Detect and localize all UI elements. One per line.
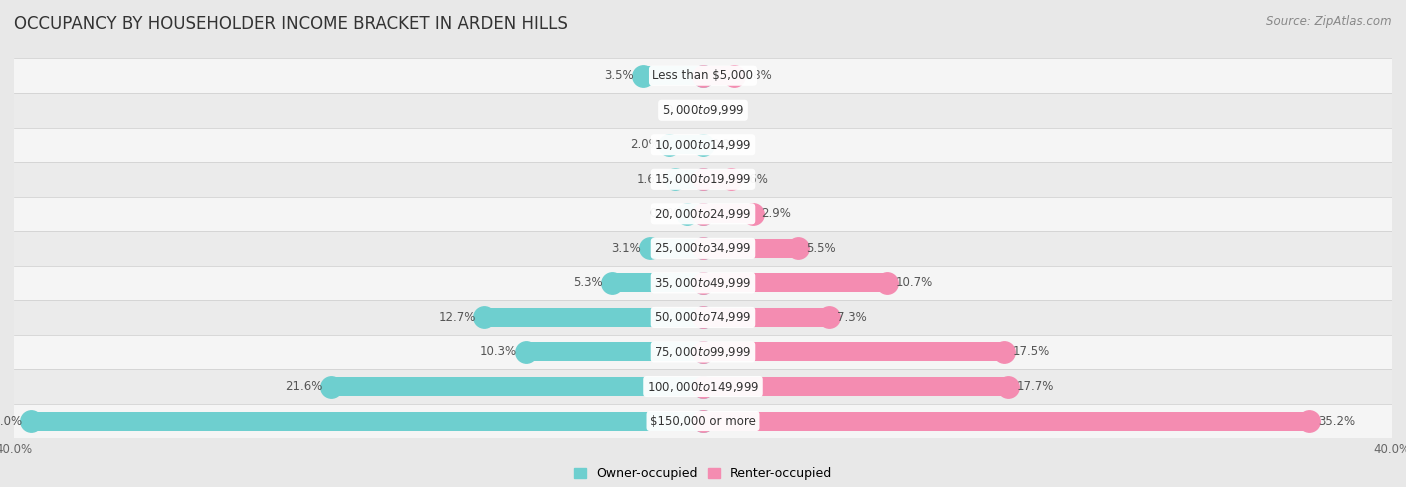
Text: $10,000 to $14,999: $10,000 to $14,999 [654,138,752,152]
Bar [612,273,703,292]
Bar [703,205,754,224]
Text: $25,000 to $34,999: $25,000 to $34,999 [654,242,752,255]
Text: 1.6%: 1.6% [637,173,666,186]
Text: 0.0%: 0.0% [665,104,695,117]
Text: 0.0%: 0.0% [711,138,741,151]
Bar [703,412,1309,431]
Bar [14,369,1392,404]
Text: $75,000 to $99,999: $75,000 to $99,999 [654,345,752,359]
Text: 7.3%: 7.3% [838,311,868,324]
Text: $50,000 to $74,999: $50,000 to $74,999 [654,310,752,324]
Bar [14,128,1392,162]
Bar [484,308,703,327]
Text: 10.3%: 10.3% [479,345,517,358]
Bar [688,205,703,224]
Bar [14,335,1392,369]
Bar [14,265,1392,300]
Text: 0.0%: 0.0% [711,104,741,117]
Bar [643,66,703,85]
Text: 5.3%: 5.3% [574,277,603,289]
Text: $35,000 to $49,999: $35,000 to $49,999 [654,276,752,290]
Text: 3.5%: 3.5% [605,69,634,82]
Bar [675,170,703,189]
Bar [526,342,703,361]
Text: 39.0%: 39.0% [0,414,22,428]
Text: 3.1%: 3.1% [612,242,641,255]
Text: 1.6%: 1.6% [740,173,769,186]
Text: 17.7%: 17.7% [1017,380,1054,393]
Text: OCCUPANCY BY HOUSEHOLDER INCOME BRACKET IN ARDEN HILLS: OCCUPANCY BY HOUSEHOLDER INCOME BRACKET … [14,15,568,33]
Text: $5,000 to $9,999: $5,000 to $9,999 [662,103,744,117]
Text: 5.5%: 5.5% [807,242,837,255]
Bar [703,239,797,258]
Bar [669,135,703,154]
Text: $100,000 to $149,999: $100,000 to $149,999 [647,379,759,393]
Text: 17.5%: 17.5% [1012,345,1050,358]
Text: 2.9%: 2.9% [762,207,792,220]
Bar [14,404,1392,438]
Bar [14,231,1392,265]
Bar [703,308,828,327]
Text: Less than $5,000: Less than $5,000 [652,69,754,82]
Bar [330,377,703,396]
Text: Source: ZipAtlas.com: Source: ZipAtlas.com [1267,15,1392,28]
Text: 21.6%: 21.6% [285,380,322,393]
Legend: Owner-occupied, Renter-occupied: Owner-occupied, Renter-occupied [568,462,838,485]
Text: 1.8%: 1.8% [742,69,772,82]
Bar [14,58,1392,93]
Bar [703,377,1008,396]
Text: 0.9%: 0.9% [650,207,679,220]
Text: 35.2%: 35.2% [1317,414,1355,428]
Bar [14,197,1392,231]
Text: $20,000 to $24,999: $20,000 to $24,999 [654,207,752,221]
Text: 12.7%: 12.7% [439,311,475,324]
Bar [703,170,731,189]
Text: $150,000 or more: $150,000 or more [650,414,756,428]
Bar [14,300,1392,335]
Bar [14,162,1392,197]
Text: $15,000 to $19,999: $15,000 to $19,999 [654,172,752,187]
Bar [703,66,734,85]
Bar [650,239,703,258]
Bar [703,273,887,292]
Text: 10.7%: 10.7% [896,277,934,289]
Bar [14,93,1392,128]
Text: 2.0%: 2.0% [630,138,659,151]
Bar [703,342,1004,361]
Bar [31,412,703,431]
